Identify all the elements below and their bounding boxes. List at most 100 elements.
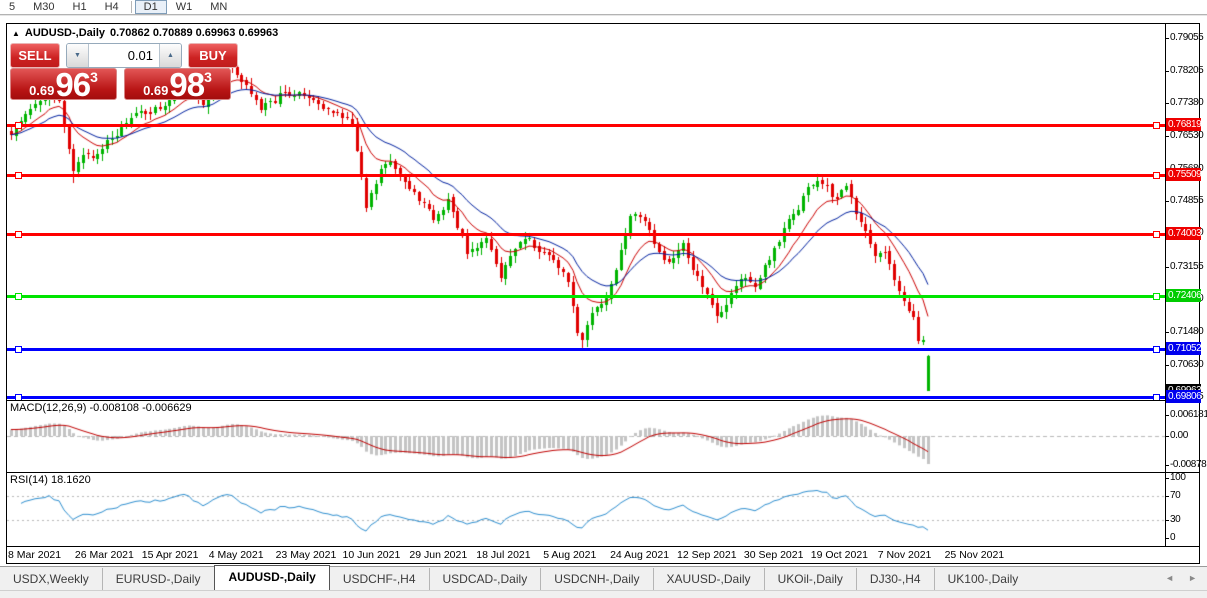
price-level-label: 0.72406 xyxy=(1166,289,1202,302)
macd-tick-label: 0.006181 xyxy=(1166,409,1207,421)
price-tick-label: 0.73155 xyxy=(1165,260,1204,272)
price-tick-label: 0.71480 xyxy=(1165,325,1204,337)
level-handle-right[interactable] xyxy=(1153,172,1160,180)
collapse-trade-panel-icon[interactable]: ▲ xyxy=(12,28,20,38)
buy-button[interactable]: BUY xyxy=(188,43,238,68)
date-label: 29 Jun 2021 xyxy=(409,549,468,561)
lot-decrease-button[interactable]: ▼ xyxy=(67,44,89,67)
tab-usdchf-h4[interactable]: USDCHF-,H4 xyxy=(342,572,416,586)
date-label: 15 Apr 2021 xyxy=(141,549,199,561)
tab-usdcnh-daily[interactable]: USDCNH-,Daily xyxy=(540,568,652,591)
date-label: 10 Jun 2021 xyxy=(342,549,401,561)
status-bar xyxy=(0,590,1207,598)
chart-window: 0.790550.782050.773800.765300.756800.748… xyxy=(6,23,1207,564)
bid-price-big: 96 xyxy=(55,66,91,103)
tab-eurusd-daily[interactable]: EURUSD-,Daily xyxy=(101,568,214,591)
lot-size-input[interactable] xyxy=(89,44,159,67)
tab-ukoil-daily[interactable]: UKOil-,Daily xyxy=(763,568,856,591)
rsi-pane-divider[interactable] xyxy=(7,472,1199,473)
toolbar-separator xyxy=(130,1,132,13)
bid-price-pip: 3 xyxy=(90,69,98,85)
timeframe-toolbar: 5 M30 H1 H4 D1 W1 MN xyxy=(0,0,1207,14)
level-handle-right[interactable] xyxy=(1153,121,1160,129)
timeframe-mn[interactable]: MN xyxy=(210,0,228,13)
sell-button[interactable]: SELL xyxy=(10,43,60,68)
price-level-label: 0.75509 xyxy=(1166,168,1202,182)
bid-price-panel[interactable]: 0.69 96 3 xyxy=(10,66,117,103)
price-axis-separator xyxy=(1165,24,1166,546)
price-level-line[interactable] xyxy=(7,123,1165,127)
price-level-line[interactable] xyxy=(7,295,1165,298)
level-handle-left[interactable] xyxy=(15,293,22,300)
macd-pane-divider[interactable] xyxy=(7,400,1199,401)
date-label: 19 Oct 2021 xyxy=(810,549,869,561)
rsi-tick-label: 30 xyxy=(1165,514,1181,525)
date-label: 26 Mar 2021 xyxy=(74,549,134,561)
tab-scroll-controls: ◄ ► xyxy=(1165,573,1197,583)
macd-tick-label: -0.00878 xyxy=(1165,459,1207,471)
ask-price-prefix: 0.69 xyxy=(143,83,169,98)
date-label: 7 Nov 2021 xyxy=(877,549,932,561)
lot-size-stepper: ▼ ▲ xyxy=(66,43,182,68)
price-level-line[interactable] xyxy=(7,396,1165,400)
timeframe-m30[interactable]: M30 xyxy=(33,0,55,13)
chart-title: AUDUSD-,Daily xyxy=(24,27,105,39)
chart-plot-canvas[interactable] xyxy=(7,24,1165,546)
date-label: 4 May 2021 xyxy=(208,549,264,561)
chart-tab-bar: USDX,Weekly EURUSD-,Daily AUDUSD-,Daily USD… xyxy=(0,565,1207,591)
price-level-line[interactable] xyxy=(7,174,1165,178)
tab-audusd-daily[interactable]: AUDUSD-,Daily xyxy=(214,565,330,591)
tab-xauusd-daily[interactable]: XAUUSD-,Daily xyxy=(652,568,764,591)
timeframe-5[interactable]: 5 xyxy=(9,0,16,13)
timeframe-d1[interactable]: D1 xyxy=(134,0,167,14)
level-handle-left[interactable] xyxy=(15,172,22,180)
tab-dj30-h4[interactable]: DJ30-,H4 xyxy=(855,568,934,591)
price-tick-label: 0.70630 xyxy=(1165,359,1204,370)
rsi-tick-label: 70 xyxy=(1165,490,1181,501)
price-level-line[interactable] xyxy=(7,347,1165,351)
bid-price-prefix: 0.69 xyxy=(29,83,55,98)
date-label: 12 Sep 2021 xyxy=(677,549,737,561)
level-handle-left[interactable] xyxy=(15,230,22,238)
tab-usdx-weekly[interactable]: USDX,Weekly xyxy=(13,572,89,586)
date-axis: 8 Mar 2021 26 Mar 2021 15 Apr 2021 4 May 20… xyxy=(7,547,1165,563)
price-level-label: 0.69806 xyxy=(1166,390,1202,404)
price-level-line[interactable] xyxy=(7,232,1165,236)
tab-uk100-daily[interactable]: UK100-,Daily xyxy=(933,568,1032,591)
price-tick-label: 0.78205 xyxy=(1165,64,1204,76)
price-axis: 0.790550.782050.773800.765300.756800.748… xyxy=(1165,24,1207,563)
level-handle-right[interactable] xyxy=(1153,345,1160,353)
level-handle-right[interactable] xyxy=(1153,230,1160,238)
macd-indicator-label: MACD(12,26,9) -0.008108 -0.006629 xyxy=(10,402,192,414)
date-label: 23 May 2021 xyxy=(275,549,337,561)
date-label: 8 Mar 2021 xyxy=(8,549,62,561)
timeframe-w1[interactable]: W1 xyxy=(175,0,193,13)
timeframe-h1[interactable]: H1 xyxy=(72,0,87,13)
price-level-label: 0.76819 xyxy=(1166,117,1202,131)
macd-tick-label: 0.00 xyxy=(1166,430,1188,441)
level-handle-left[interactable] xyxy=(15,121,22,129)
date-label: 5 Aug 2021 xyxy=(543,549,597,561)
tab-scroll-right-icon[interactable]: ► xyxy=(1188,573,1197,583)
date-label: 25 Nov 2021 xyxy=(944,549,1005,561)
tab-usdcad-daily[interactable]: USDCAD-,Daily xyxy=(428,568,541,591)
price-level-label: 0.74003 xyxy=(1166,226,1202,240)
level-handle-right[interactable] xyxy=(1153,293,1160,300)
toolbar-divider xyxy=(0,14,1207,16)
level-handle-left[interactable] xyxy=(15,345,22,353)
price-tick-label: 0.77380 xyxy=(1165,96,1204,108)
date-label: 18 Jul 2021 xyxy=(476,549,531,561)
rsi-tick-label: 100 xyxy=(1166,472,1186,483)
ask-price-pip: 3 xyxy=(204,69,212,85)
price-tick-label: 0.79055 xyxy=(1165,31,1204,43)
ask-price-big: 98 xyxy=(169,66,205,103)
lot-increase-button[interactable]: ▲ xyxy=(159,44,181,67)
tab-scroll-left-icon[interactable]: ◄ xyxy=(1165,573,1175,583)
rsi-indicator-label: RSI(14) 18.1620 xyxy=(10,474,91,486)
date-label: 30 Sep 2021 xyxy=(743,549,804,561)
date-label: 24 Aug 2021 xyxy=(610,549,670,561)
timeframe-h4[interactable]: H4 xyxy=(104,0,119,13)
price-tick-label: 0.74855 xyxy=(1165,194,1204,206)
ask-price-panel[interactable]: 0.69 98 3 xyxy=(124,66,231,103)
